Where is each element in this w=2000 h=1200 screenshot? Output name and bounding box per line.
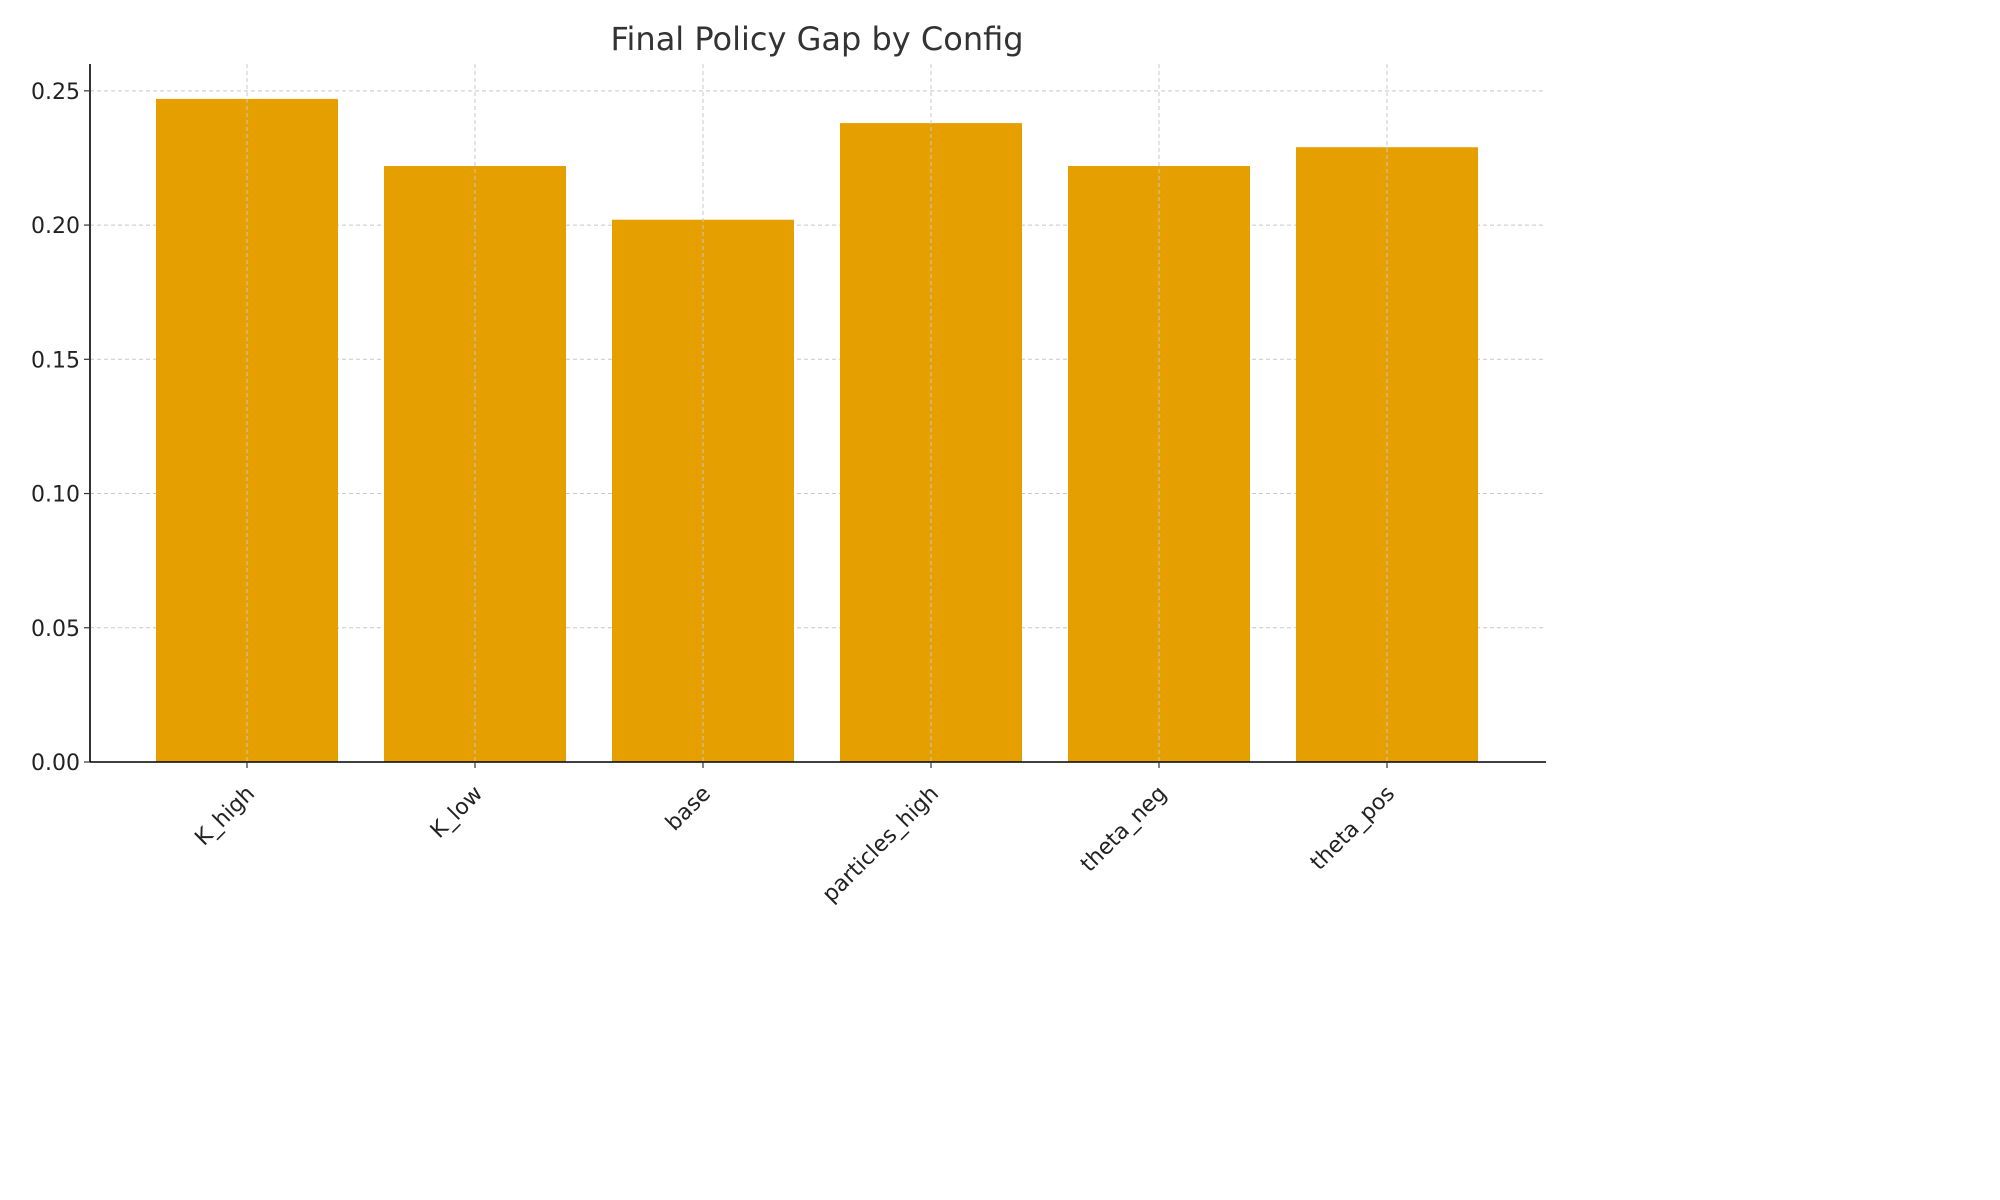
y-tick-label: 0.15: [31, 348, 80, 373]
chart-container: Final Policy Gap by Config 0.00 0.05 0.10 0…: [31, 20, 1546, 907]
x-tick-label: K_high: [190, 781, 260, 851]
y-tick-label: 0.00: [31, 751, 80, 776]
x-tick-label: theta_pos: [1306, 781, 1400, 875]
x-axis-ticks: K_high K_low base particles_high theta_neg th…: [190, 762, 1400, 907]
x-tick-label: particles_high: [818, 781, 944, 907]
chart-title: Final Policy Gap by Config: [610, 20, 1023, 58]
x-tick-label: K_low: [426, 781, 488, 843]
y-tick-label: 0.20: [31, 214, 80, 239]
y-axis-ticks: 0.00 0.05 0.10 0.15 0.20 0.25: [31, 80, 90, 776]
axes-layer: [89, 64, 1546, 763]
y-tick-label: 0.25: [31, 80, 80, 105]
bar-chart: Final Policy Gap by Config 0.000.050.100…: [31, 20, 1546, 907]
y-tick-label: 0.05: [31, 617, 80, 642]
x-tick-label: base: [661, 781, 716, 836]
vertical-grid-layer: [246, 64, 1388, 762]
x-tick-label: theta_neg: [1076, 781, 1172, 877]
y-tick-label: 0.10: [31, 483, 80, 508]
bars-layer: [156, 98, 1478, 763]
